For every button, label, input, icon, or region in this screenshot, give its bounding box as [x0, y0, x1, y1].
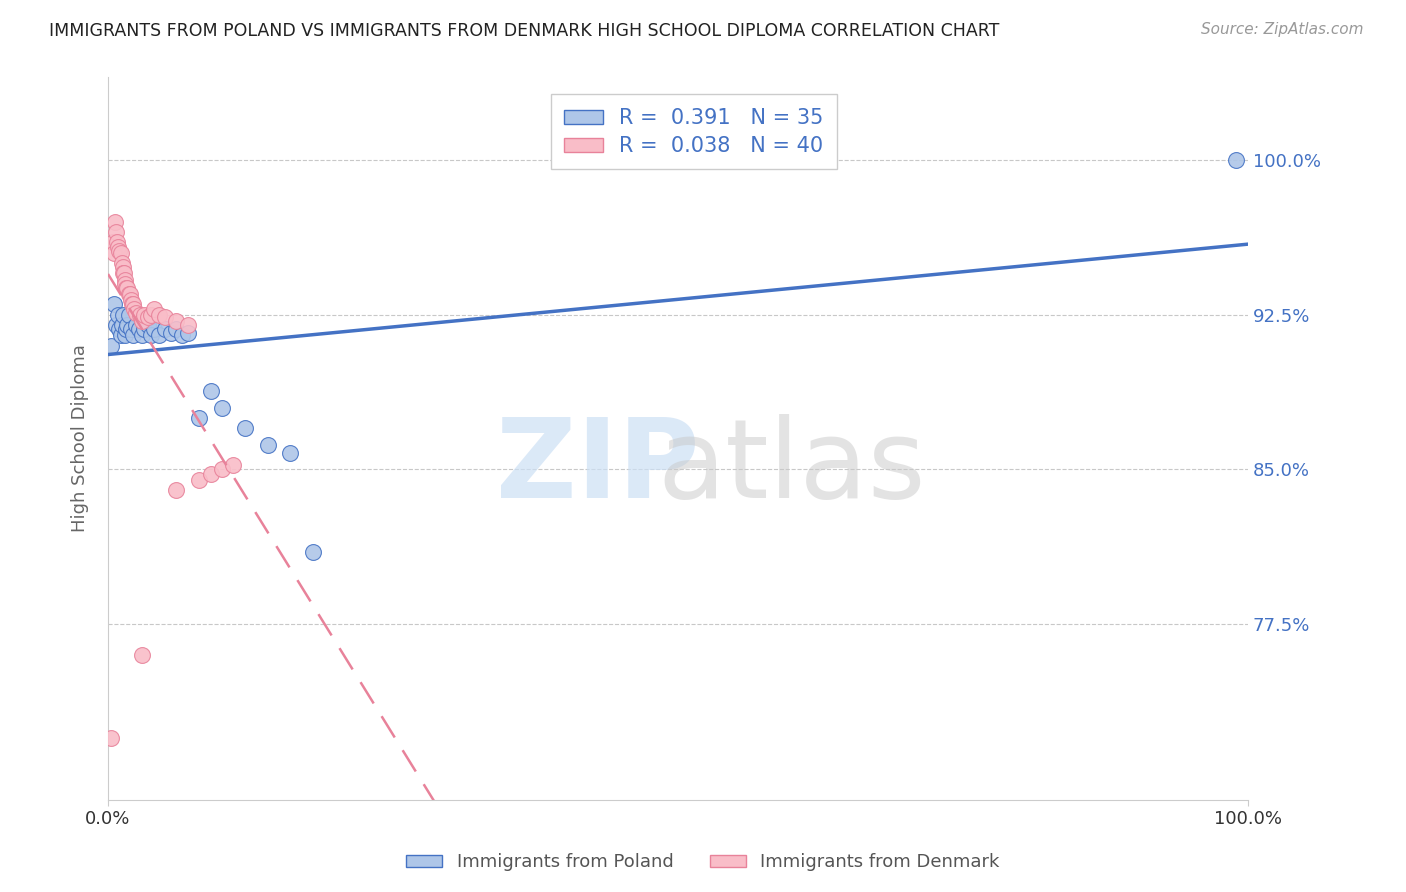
Text: atlas: atlas [658, 414, 927, 521]
Point [111, 267, 134, 281]
Point [117, 287, 139, 301]
Point [188, 473, 211, 487]
Point [136, 310, 159, 324]
Point [104, 215, 127, 229]
Point [114, 272, 136, 286]
Point [131, 314, 153, 328]
Point [117, 281, 139, 295]
Text: ZIP: ZIP [496, 414, 700, 521]
Text: Source: ZipAtlas.com: Source: ZipAtlas.com [1201, 22, 1364, 37]
Point [111, 318, 134, 332]
Legend: R =  0.391   N = 35, R =  0.038   N = 40: R = 0.391 N = 35, R = 0.038 N = 40 [551, 95, 837, 169]
Point [114, 277, 136, 291]
Point [200, 384, 222, 398]
Point [100, 338, 122, 352]
Point [141, 308, 163, 322]
Point [159, 326, 181, 341]
Point [222, 458, 245, 473]
Point [120, 293, 142, 308]
Point [280, 446, 302, 460]
Point [131, 648, 153, 662]
Point [117, 318, 139, 332]
Point [148, 328, 170, 343]
Point [112, 267, 135, 281]
Point [103, 297, 125, 311]
Point [108, 244, 131, 258]
Point [122, 301, 145, 316]
Point [125, 318, 148, 332]
Text: IMMIGRANTS FROM POLAND VS IMMIGRANTS FROM DENMARK HIGH SCHOOL DIPLOMA CORRELATIO: IMMIGRANTS FROM POLAND VS IMMIGRANTS FRO… [49, 22, 1000, 40]
Point [148, 308, 170, 322]
Point [125, 305, 148, 319]
Point [211, 462, 233, 476]
Point [101, 235, 124, 250]
Point [115, 322, 138, 336]
Point [120, 322, 142, 336]
Point [302, 545, 325, 559]
Point [122, 297, 145, 311]
Point [233, 421, 256, 435]
Point [153, 322, 176, 336]
Point [177, 326, 200, 341]
Point [165, 322, 187, 336]
Point [165, 483, 187, 497]
Point [115, 281, 138, 295]
Point [134, 322, 156, 336]
Point [142, 322, 165, 336]
Point [107, 308, 129, 322]
Point [177, 318, 200, 332]
Point [153, 310, 176, 324]
Point [110, 328, 132, 343]
Point [142, 301, 165, 316]
Point [111, 260, 134, 275]
Y-axis label: High School Diploma: High School Diploma [72, 344, 89, 533]
Point [107, 239, 129, 253]
Point [103, 245, 125, 260]
Point [121, 297, 143, 311]
Point [256, 438, 278, 452]
Point [100, 731, 122, 745]
Point [117, 308, 139, 322]
Point [110, 245, 132, 260]
Point [111, 256, 134, 270]
Point [1225, 153, 1247, 167]
Point [172, 328, 194, 343]
Point [122, 328, 145, 343]
Point [118, 287, 141, 301]
Point [134, 308, 156, 322]
Legend: Immigrants from Poland, Immigrants from Denmark: Immigrants from Poland, Immigrants from … [399, 847, 1007, 879]
Point [104, 318, 127, 332]
Point [114, 328, 136, 343]
Point [128, 322, 150, 336]
Point [165, 314, 187, 328]
Point [111, 308, 134, 322]
Point [104, 225, 127, 239]
Point [200, 467, 222, 481]
Point [108, 322, 131, 336]
Point [211, 401, 233, 415]
Point [129, 308, 152, 322]
Point [105, 235, 128, 250]
Point [141, 328, 163, 343]
Point [188, 410, 211, 425]
Point [136, 318, 159, 332]
Point [131, 328, 153, 343]
